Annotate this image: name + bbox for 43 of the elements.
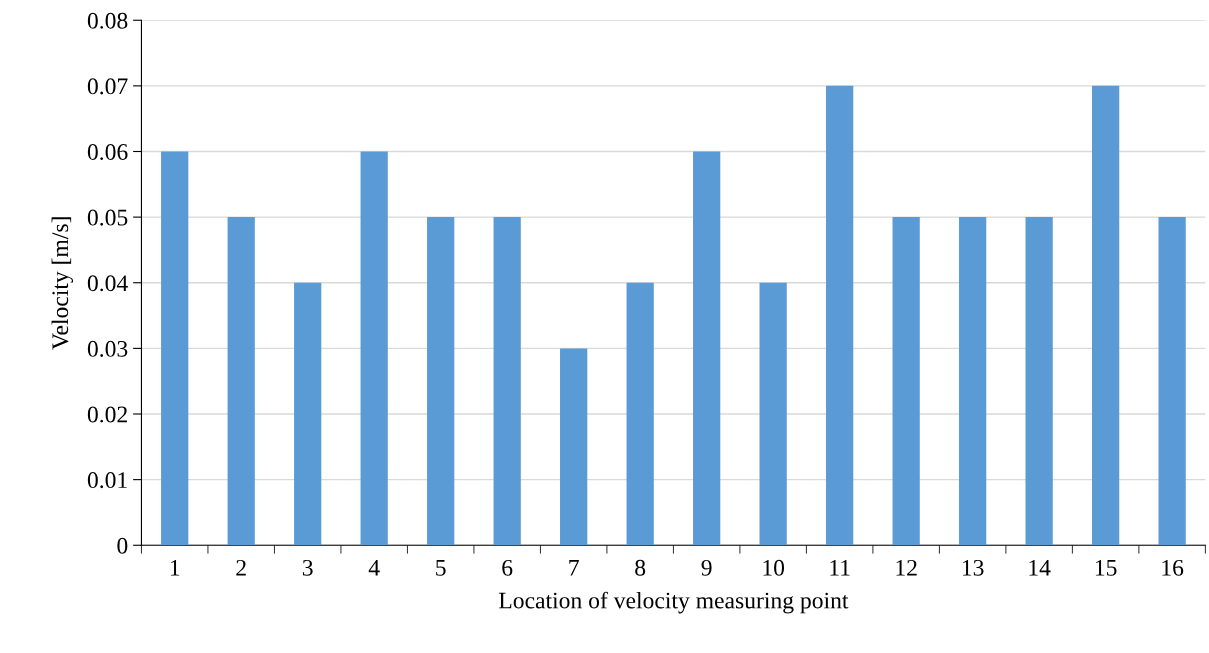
x-tick-label: 3 (302, 559, 313, 576)
x-axis-title: Location of velocity measuring point (499, 591, 849, 614)
bar (693, 151, 721, 546)
y-tick-label: 0.02 (87, 406, 127, 423)
bar (294, 282, 322, 546)
x-tick-label: 16 (1162, 559, 1184, 576)
bar (1092, 85, 1120, 546)
x-tick-label: 7 (569, 560, 579, 576)
x-tick-label: 12 (896, 559, 917, 576)
y-tick-label: 0.08 (87, 12, 128, 29)
bar (826, 85, 854, 546)
bar (759, 282, 787, 546)
y-tick-label: 0.05 (87, 209, 128, 226)
y-tick-label: 0.06 (87, 143, 128, 161)
y-tick-label: 0.03 (87, 340, 128, 357)
bar (560, 348, 588, 546)
y-tick-label: 0 (117, 537, 128, 554)
bar (1158, 217, 1186, 546)
y-axis-title: Velocity [m/s] (51, 217, 74, 350)
x-tick-label: 6 (502, 559, 513, 576)
bar (427, 217, 455, 546)
bar (360, 151, 388, 546)
x-tick-label: 10 (763, 559, 785, 576)
y-tick-label: 0.07 (87, 78, 128, 95)
x-tick-label: 2 (236, 559, 246, 576)
x-tick-label: 5 (436, 560, 446, 576)
bar (161, 151, 189, 546)
bar (493, 217, 521, 546)
x-tick-label: 14 (1029, 559, 1051, 576)
bar (892, 217, 920, 546)
x-tick-label: 15 (1095, 559, 1117, 576)
x-tick-label: 8 (635, 559, 646, 576)
bar (1025, 217, 1053, 546)
x-tick-label: 13 (962, 559, 984, 576)
x-tick-label: 9 (701, 559, 712, 576)
bar (959, 217, 987, 546)
y-tick-label: 0.04 (87, 275, 128, 292)
x-tick-label: 1 (170, 559, 180, 576)
y-tick-label: 0.01 (87, 472, 127, 489)
x-tick-label: 11 (830, 559, 850, 576)
bar (227, 217, 255, 546)
bar (626, 282, 654, 546)
x-tick-label: 4 (368, 559, 380, 576)
